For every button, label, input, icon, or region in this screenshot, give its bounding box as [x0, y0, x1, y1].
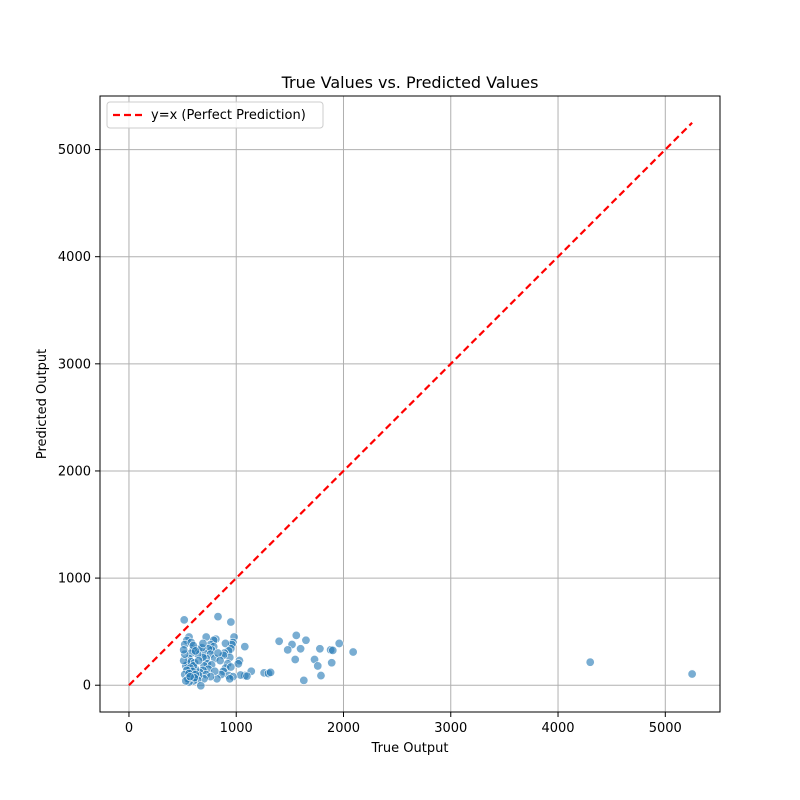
- y-tick-label: 1000: [58, 572, 91, 587]
- scatter-point: [687, 669, 697, 679]
- x-tick-label: 0: [125, 721, 133, 736]
- x-tick-label: 1000: [220, 721, 253, 736]
- scatter-point: [179, 645, 189, 655]
- scatter-point: [316, 671, 326, 681]
- legend-label: y=x (Perfect Prediction): [151, 108, 306, 123]
- scatter-point: [283, 645, 293, 655]
- y-tick-label: 2000: [58, 464, 91, 479]
- scatter-point: [213, 612, 223, 622]
- scatter-point: [240, 642, 250, 652]
- plot-frame: [99, 95, 721, 713]
- scatter-point: [185, 672, 195, 682]
- scatter-point: [242, 671, 252, 681]
- scatter-point: [296, 644, 306, 654]
- y-tick-label: 3000: [58, 357, 91, 372]
- scatter-point: [301, 635, 311, 645]
- scatter-point: [215, 656, 225, 666]
- scatter-point: [348, 647, 358, 657]
- scatter-point: [328, 645, 338, 655]
- reference-line: [128, 122, 693, 686]
- y-axis-label: Predicted Output: [35, 349, 50, 459]
- scatter-point: [313, 661, 323, 671]
- scatter-point: [226, 662, 236, 672]
- y-tick-label: 4000: [58, 250, 91, 265]
- grid: [100, 96, 720, 712]
- data-points: [179, 612, 697, 691]
- scatter-point: [179, 615, 189, 625]
- x-tick-label: 3000: [434, 721, 467, 736]
- scatter-point: [334, 638, 344, 648]
- scatter-point: [290, 655, 300, 665]
- axis-ticks: 0 1000 2000 3000 4000 5000 0 1000 2000 3000 4000 50…: [58, 143, 682, 736]
- reference-line-layer: [128, 122, 693, 686]
- scatter-point: [327, 658, 337, 668]
- legend-box: [106, 101, 324, 129]
- scatter-point: [194, 656, 204, 666]
- x-axis-label: True Output: [371, 741, 449, 756]
- scatter-point: [315, 644, 325, 654]
- y-tick-label: 0: [83, 679, 91, 694]
- scatter-point: [198, 638, 208, 648]
- scatter-point: [291, 630, 301, 640]
- legend: y=x (Perfect Prediction): [106, 101, 324, 129]
- x-tick-label: 2000: [327, 721, 360, 736]
- scatter-point: [233, 659, 243, 669]
- scatter-point: [213, 648, 223, 658]
- scatter-point: [585, 657, 595, 667]
- y-tick-label: 5000: [58, 143, 91, 158]
- chart-title: True Values vs. Predicted Values: [281, 73, 539, 92]
- x-tick-label: 4000: [541, 721, 574, 736]
- scatter-point: [190, 646, 200, 656]
- scatter-point: [221, 638, 231, 648]
- scatter-point: [226, 617, 236, 627]
- x-tick-label: 5000: [649, 721, 682, 736]
- scatter-point: [266, 667, 276, 677]
- scatter-point: [196, 681, 206, 691]
- scatter-point: [274, 636, 284, 646]
- scatter-point: [299, 675, 309, 685]
- scatter-point: [225, 674, 235, 684]
